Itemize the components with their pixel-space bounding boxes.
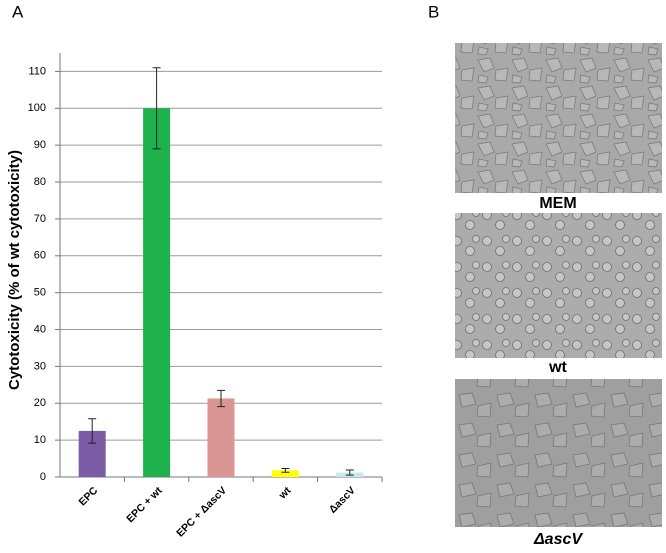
error-bar (281, 468, 290, 473)
bar (271, 470, 299, 477)
error-bar (152, 67, 161, 150)
y-tick-label: 80 (34, 176, 46, 188)
y-tick-label: 20 (34, 397, 46, 409)
x-tick-label: wt (276, 484, 294, 502)
y-tick-label: 40 (34, 323, 46, 335)
error-bar (88, 418, 97, 444)
error-bar (345, 469, 354, 476)
panel-label: A (12, 2, 24, 21)
y-tick-label: 90 (34, 139, 46, 151)
micrograph (455, 43, 662, 193)
image-caption: MEM (539, 195, 576, 212)
y-tick-label: 0 (40, 471, 46, 483)
x-tick-label: EPC + ΔascV (174, 485, 229, 540)
image-caption: ΔascV (533, 531, 583, 548)
y-tick-label: 70 (34, 213, 46, 225)
y-tick-label: 110 (28, 65, 46, 77)
y-tick-label: 60 (34, 250, 46, 262)
panel-label: B (428, 2, 439, 21)
micrograph (455, 379, 662, 527)
bar (143, 108, 171, 477)
y-tick-label: 100 (28, 102, 46, 114)
x-tick-label: ΔascV (327, 485, 358, 516)
x-tick-label: EPC + wt (124, 484, 165, 525)
y-tick-label: 50 (34, 287, 46, 299)
y-tick-label: 10 (34, 434, 46, 446)
bar (207, 398, 235, 477)
error-bar (217, 389, 225, 408)
y-axis-label: Cytotoxicity (% of wt cytotoxicity) (6, 150, 23, 390)
micrograph (455, 213, 662, 358)
x-tick-label: EPC (77, 484, 101, 508)
y-tick-label: 30 (34, 360, 46, 372)
image-caption: wt (548, 359, 567, 376)
